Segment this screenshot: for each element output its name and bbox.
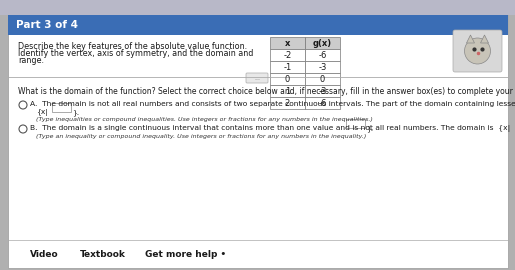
- FancyBboxPatch shape: [270, 37, 305, 49]
- FancyBboxPatch shape: [305, 97, 340, 109]
- Text: Video: Video: [30, 250, 59, 259]
- FancyBboxPatch shape: [270, 85, 305, 97]
- FancyBboxPatch shape: [305, 61, 340, 73]
- Text: -3: -3: [318, 62, 327, 72]
- Text: -2: -2: [283, 50, 291, 59]
- Text: }.: }.: [366, 125, 373, 132]
- Text: ...: ...: [254, 76, 260, 80]
- FancyBboxPatch shape: [453, 30, 502, 72]
- FancyBboxPatch shape: [270, 49, 305, 61]
- FancyBboxPatch shape: [52, 103, 71, 112]
- Text: B.  The domain is a single continuous interval that contains more than one value: B. The domain is a single continuous int…: [30, 125, 510, 132]
- FancyBboxPatch shape: [305, 85, 340, 97]
- Text: What is the domain of the function? Select the correct choice below and, if nece: What is the domain of the function? Sele…: [18, 87, 515, 96]
- Text: Describe the key features of the absolute value function.: Describe the key features of the absolut…: [18, 42, 247, 51]
- Text: Get more help •: Get more help •: [145, 250, 226, 259]
- Text: Identify the vertex, axis of symmetry, and the domain and: Identify the vertex, axis of symmetry, a…: [18, 49, 253, 58]
- FancyBboxPatch shape: [346, 119, 365, 127]
- Text: range.: range.: [18, 56, 44, 65]
- Text: A.  The domain is not all real numbers and consists of two separate continuous i: A. The domain is not all real numbers an…: [30, 101, 515, 108]
- FancyBboxPatch shape: [305, 37, 340, 49]
- Text: -1: -1: [283, 62, 291, 72]
- Circle shape: [465, 38, 490, 64]
- FancyBboxPatch shape: [8, 15, 508, 268]
- FancyBboxPatch shape: [270, 61, 305, 73]
- FancyBboxPatch shape: [246, 73, 268, 83]
- Text: 2: 2: [285, 99, 290, 107]
- Text: (Type inequalities or compound inequalities. Use integers or fractions for any n: (Type inequalities or compound inequalit…: [36, 117, 373, 122]
- FancyBboxPatch shape: [305, 49, 340, 61]
- FancyBboxPatch shape: [8, 15, 508, 35]
- FancyBboxPatch shape: [270, 73, 305, 85]
- Text: 1: 1: [285, 86, 290, 96]
- Text: x: x: [285, 39, 290, 48]
- Text: -6: -6: [318, 50, 327, 59]
- Text: (Type an inequality or compound inequality. Use integers or fractions for any nu: (Type an inequality or compound inequali…: [36, 134, 366, 139]
- FancyBboxPatch shape: [0, 0, 515, 15]
- Text: -3: -3: [318, 86, 327, 96]
- Text: {x|: {x|: [36, 109, 48, 116]
- Polygon shape: [467, 35, 474, 43]
- Text: g(x): g(x): [313, 39, 332, 48]
- Text: Part 3 of 4: Part 3 of 4: [16, 20, 78, 30]
- Text: Textbook: Textbook: [80, 250, 126, 259]
- Text: }.: }.: [72, 109, 79, 116]
- Text: -6: -6: [318, 99, 327, 107]
- Text: 0: 0: [285, 75, 290, 83]
- FancyBboxPatch shape: [305, 73, 340, 85]
- Text: 0: 0: [320, 75, 325, 83]
- Polygon shape: [480, 35, 489, 43]
- FancyBboxPatch shape: [270, 97, 305, 109]
